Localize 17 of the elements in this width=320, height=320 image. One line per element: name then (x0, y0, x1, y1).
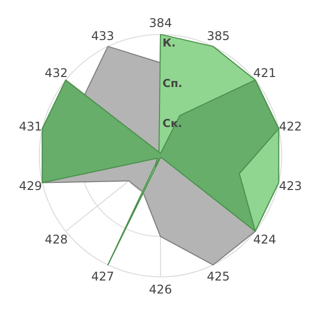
spoke-label: 426 (149, 282, 172, 296)
spoke-label: 431 (19, 119, 42, 134)
spoke-label: 384 (149, 16, 172, 30)
spoke-label: 425 (206, 269, 230, 284)
spoke-label: 424 (253, 232, 276, 246)
spoke-label: 385 (206, 29, 230, 44)
y-tick-label: Сп. (162, 76, 182, 90)
spoke-label: 433 (91, 29, 114, 44)
spoke-label: 432 (44, 66, 68, 80)
spoke-label: 423 (279, 178, 302, 193)
spoke-label: 422 (279, 119, 302, 134)
spoke-label: 429 (19, 178, 42, 193)
y-tick-label: К. (162, 36, 176, 50)
spoke-label: 421 (253, 66, 276, 80)
spoke-label: 427 (91, 269, 114, 284)
y-tick-label: Ск. (162, 117, 182, 130)
spoke-label: 428 (44, 232, 68, 246)
